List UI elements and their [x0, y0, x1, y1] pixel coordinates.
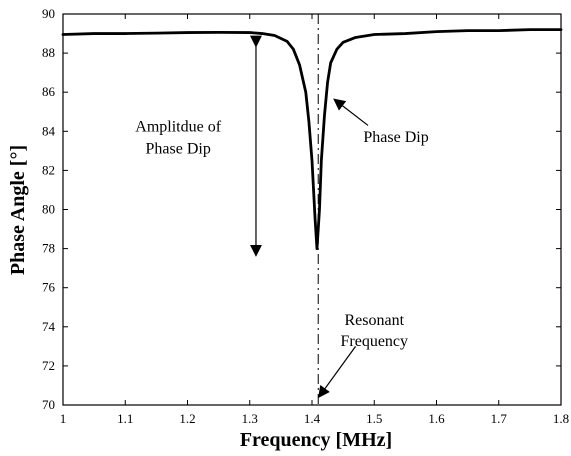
resonant-frequency-annotation-line: Resonant — [344, 312, 404, 329]
x-tick-label: 1.8 — [553, 411, 569, 426]
x-tick-label: 1.6 — [428, 411, 445, 426]
x-tick-label: 1.7 — [491, 411, 508, 426]
y-tick-label: 76 — [42, 280, 56, 295]
y-tick-label: 86 — [42, 84, 56, 99]
y-tick-label: 90 — [42, 6, 55, 21]
plot-area: 1 1.1 1.2 1.3 1.4 1.5 1.6 1.7 1.8 70 72 74 76 78 80 82 8… — [42, 6, 569, 426]
y-tick-label: 84 — [42, 123, 56, 138]
x-axis-label: Frequency [MHz] — [240, 429, 392, 451]
x-tick-label: 1.2 — [179, 411, 195, 426]
resonant-frequency-annotation: Resonant Frequency — [340, 312, 408, 350]
y-tick-label: 82 — [42, 162, 55, 177]
x-tick-label: 1.4 — [304, 411, 321, 426]
x-tick-label: 1 — [60, 411, 67, 426]
amplitude-annotation-line: Amplitdue of — [135, 118, 221, 135]
y-tick-label: 72 — [42, 358, 55, 373]
y-tick-label: 80 — [42, 202, 55, 217]
y-tick-label: 70 — [42, 397, 55, 412]
y-tick-label: 74 — [42, 319, 56, 334]
phase-dip-annotation: Phase Dip — [363, 129, 428, 146]
plot-frame — [62, 13, 562, 406]
x-tick-label: 1.5 — [366, 411, 382, 426]
phase-angle-series-line — [61, 28, 563, 251]
phase-dip-arrow — [333, 98, 369, 126]
y-tick-label: 78 — [42, 241, 55, 256]
x-tick-label: 1.1 — [117, 411, 133, 426]
amplitude-annotation: Amplitdue of Phase Dip — [135, 118, 221, 157]
y-tick-label: 88 — [42, 45, 55, 60]
resonant-frequency-annotation-line: Frequency — [340, 333, 408, 350]
y-axis-label: Phase Angle [°] — [7, 145, 29, 275]
amplitude-annotation-line: Phase Dip — [145, 140, 210, 157]
resonant-frequency-arrow — [318, 345, 357, 399]
x-tick-label: 1.3 — [242, 411, 258, 426]
